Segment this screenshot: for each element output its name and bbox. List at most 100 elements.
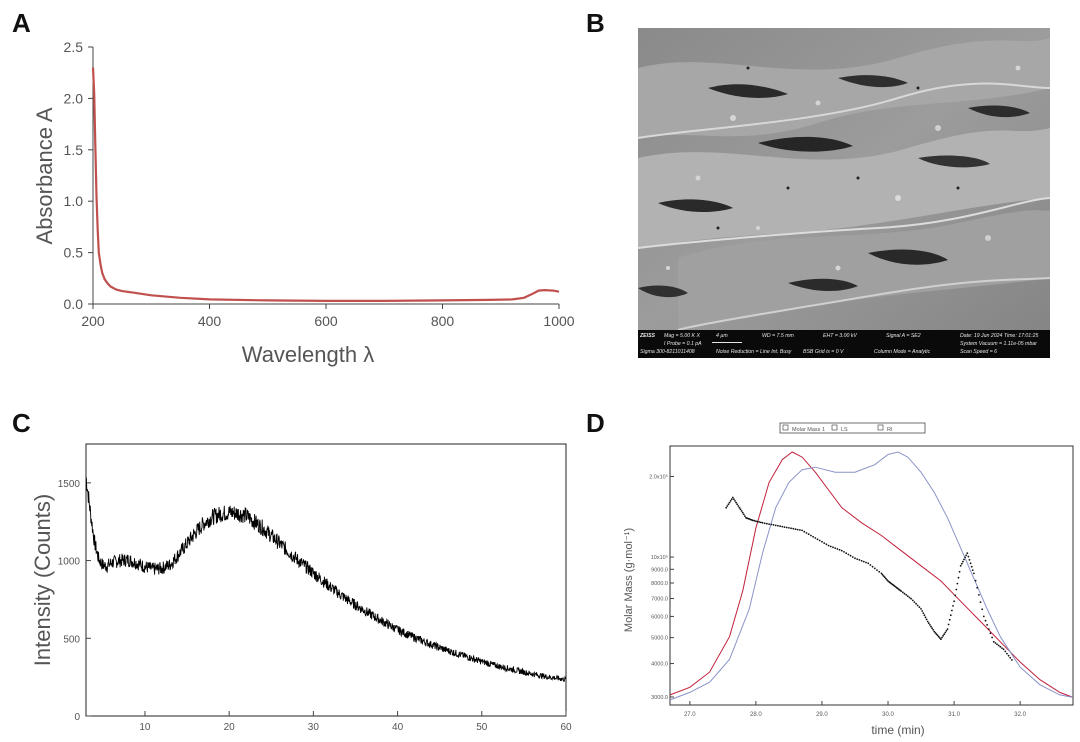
d-molar-mass-point <box>922 612 925 614</box>
d-molar-mass-point <box>960 562 963 565</box>
d-y-tick-label: 7000.0 <box>651 597 668 603</box>
d-y-tick-label: 8000.0 <box>651 581 668 587</box>
chart-d-molar-mass: Molar Mass 1 LS RI 3000.0 4000.0 5000.0 6000.0… <box>623 422 1074 737</box>
a-series-line <box>91 67 560 302</box>
d-molar-mass-point <box>921 610 924 612</box>
d-molar-mass-point <box>865 561 867 564</box>
sem-micrograph: ZEISS Mag = 5.00 K X 4 µm WD = 7.5 mm EH… <box>638 28 1050 358</box>
c-y-tick-label: 1000 <box>58 557 81 568</box>
d-molar-mass-point <box>930 625 932 628</box>
d-molar-mass-point <box>845 552 848 555</box>
d-molar-mass-point <box>814 537 817 539</box>
d-series-molar-mass <box>725 496 1013 661</box>
sem-probe: I Probe = 0.1 pA <box>664 341 702 347</box>
d-molar-mass-point <box>779 525 781 528</box>
d-x-tick-label: 29.0 <box>816 712 828 718</box>
chart-a-absorbance: 0.0 0.5 1.0 1.5 2.0 2.5 200 400 600 800 1000 Wavele… <box>32 39 575 367</box>
d-molar-mass-point <box>772 524 775 526</box>
d-molar-mass-point <box>812 535 814 538</box>
d-molar-mass-point <box>734 500 736 502</box>
d-molar-mass-point <box>936 634 939 637</box>
panel-label-d: D <box>586 408 605 438</box>
d-molar-mass-point <box>785 526 788 529</box>
sem-eht: EHT = 3.00 kV <box>823 333 857 339</box>
d-legend-entry: LS <box>841 427 848 433</box>
d-molar-mass-point <box>908 596 911 599</box>
a-y-tick-label: 2.0 <box>64 90 84 106</box>
a-x-tick-label: 800 <box>431 313 455 329</box>
d-molar-mass-point <box>997 644 1000 647</box>
d-molar-mass-point <box>920 608 922 610</box>
d-x-tick-label: 28.0 <box>750 712 762 718</box>
c-x-tick-label: 50 <box>476 722 488 733</box>
d-molar-mass-point <box>971 569 974 571</box>
d-molar-mass-point <box>1002 648 1005 651</box>
d-molar-mass-point <box>989 632 992 635</box>
d-molar-mass-point <box>821 540 823 543</box>
d-molar-mass-point <box>994 642 997 644</box>
d-molar-mass-point <box>959 564 962 567</box>
sem-date: Date: 19 Jun 2024 Time: 17:01:25 <box>960 333 1039 339</box>
d-molar-mass-point <box>843 551 845 553</box>
d-molar-mass-point <box>946 628 949 630</box>
sem-info-bar: ZEISS Mag = 5.00 K X 4 µm WD = 7.5 mm EH… <box>638 330 1050 358</box>
d-molar-mass-point <box>992 640 995 643</box>
d-molar-mass-point <box>933 630 936 633</box>
d-molar-mass-point <box>803 530 806 533</box>
panel-label-c: C <box>12 408 31 438</box>
d-molar-mass-point <box>976 586 979 589</box>
d-molar-mass-point <box>973 572 975 575</box>
a-y-axis-label: Absorbance A <box>32 107 57 244</box>
d-molar-mass-point <box>730 498 733 501</box>
d-molar-mass-point <box>945 629 948 632</box>
d-molar-mass-point <box>878 570 881 573</box>
sem-image <box>638 28 1050 331</box>
d-molar-mass-point <box>942 634 944 637</box>
d-molar-mass-point <box>952 605 954 607</box>
d-molar-mass-point <box>955 588 958 591</box>
d-molar-mass-point <box>958 570 961 573</box>
a-x-tick-label: 200 <box>81 313 105 329</box>
d-molar-mass-point <box>940 638 942 641</box>
d-molar-mass-point <box>957 576 960 579</box>
d-molar-mass-point <box>823 542 826 544</box>
d-y-tick-label: 6000.0 <box>651 614 668 620</box>
d-molar-mass-point <box>902 591 904 594</box>
d-molar-mass-point <box>738 506 741 509</box>
d-molar-mass-point <box>768 523 770 525</box>
d-molar-mass-point <box>947 623 950 626</box>
d-molar-mass-point <box>944 631 947 634</box>
d-molar-mass-point <box>903 592 906 595</box>
d-molar-mass-point <box>923 614 926 617</box>
d-molar-mass-point <box>927 622 930 625</box>
d-molar-mass-point <box>810 534 812 537</box>
c-x-tick-label: 10 <box>139 722 151 733</box>
d-molar-mass-point <box>1006 652 1008 655</box>
d-molar-mass-point <box>924 616 927 619</box>
d-molar-mass-point <box>851 556 854 558</box>
d-y-tick-label: 9000.0 <box>651 567 668 573</box>
d-molar-mass-point <box>1009 656 1012 659</box>
d-molar-mass-point <box>915 602 917 605</box>
d-molar-mass-point <box>900 590 903 592</box>
d-molar-mass-point <box>736 503 739 506</box>
panel-label-b: B <box>586 8 605 38</box>
c-x-tick-label: 40 <box>392 722 404 733</box>
panel-label-a: A <box>12 8 31 38</box>
d-molar-mass-point <box>781 525 784 528</box>
c-y-tick-label: 0 <box>74 712 80 723</box>
d-molar-mass-point <box>916 604 919 607</box>
d-molar-mass-point <box>807 533 810 536</box>
d-molar-mass-point <box>1007 654 1010 657</box>
d-molar-mass-point <box>758 521 761 523</box>
d-molar-mass-point <box>884 577 887 580</box>
a-y-tick-label: 1.5 <box>64 142 84 158</box>
d-molar-mass-point <box>766 522 768 525</box>
d-molar-mass-point <box>799 529 801 531</box>
d-x-tick-label: 27.0 <box>684 712 696 718</box>
d-legend-entry: RI <box>887 427 893 433</box>
d-molar-mass-point <box>882 575 885 577</box>
d-molar-mass-point <box>726 505 729 507</box>
d-molar-mass-point <box>926 620 929 623</box>
d-molar-mass-point <box>986 624 988 626</box>
